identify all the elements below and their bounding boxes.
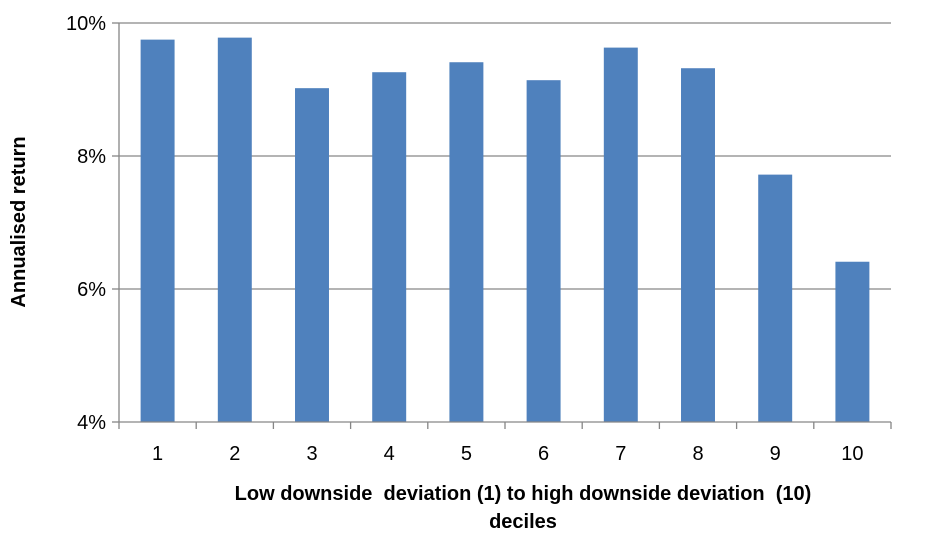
bar-3 [295,88,329,423]
bar-9 [758,174,793,422]
axes [112,22,892,429]
x-tick-label: 4 [384,443,395,465]
bar-5 [449,62,484,423]
x-tick-label: 10 [841,443,863,465]
y-tick-label: 10% [66,13,106,35]
x-tick-label: 7 [615,443,626,465]
x-axis-title-line-1: Low downside deviation (1) to high downs… [235,483,812,505]
bar-7 [603,47,638,422]
x-tick-labels: 1 2 3 4 5 6 7 8 9 10 [152,443,863,465]
bar-4 [372,72,407,423]
bar-10 [835,261,870,422]
x-tick-label: 1 [152,443,163,465]
x-tick-label: 3 [306,443,317,465]
y-axis-title: Annualised return [8,136,30,307]
y-tick-labels: 4% 6% 8% 10% [66,13,106,434]
x-tick-label: 2 [229,443,240,465]
bar-8 [681,68,715,422]
x-tick-label: 8 [692,443,703,465]
bar-6 [526,80,561,422]
bar-2 [217,37,252,422]
y-tick-label: 8% [77,146,106,168]
x-axis-title-line-2: deciles [489,511,557,533]
x-tick-label: 9 [770,443,781,465]
y-tick-label: 4% [77,412,106,434]
bars [140,37,870,423]
y-tick-label: 6% [77,279,106,301]
bar-1 [140,39,175,422]
x-tick-label: 6 [538,443,549,465]
x-tick-label: 5 [461,443,472,465]
